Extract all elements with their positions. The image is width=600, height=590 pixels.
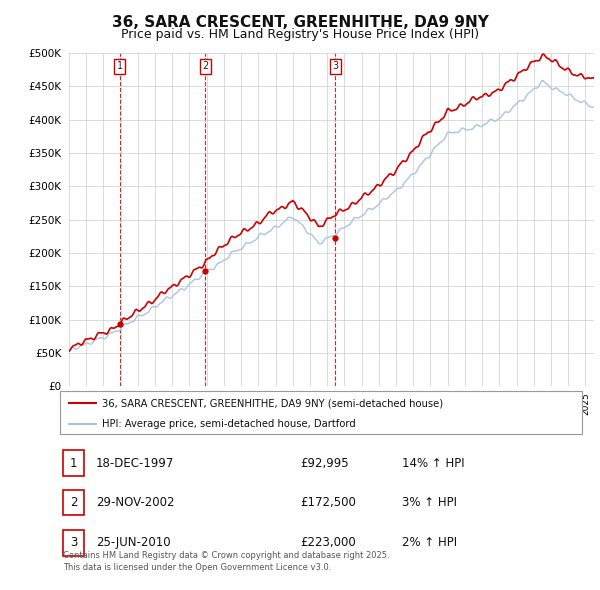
Text: 25-JUN-2010: 25-JUN-2010 xyxy=(96,536,170,549)
Text: £223,000: £223,000 xyxy=(300,536,356,549)
Text: 2: 2 xyxy=(70,496,77,509)
Text: 3% ↑ HPI: 3% ↑ HPI xyxy=(402,496,457,509)
Text: HPI: Average price, semi-detached house, Dartford: HPI: Average price, semi-detached house,… xyxy=(102,419,356,430)
Text: £92,995: £92,995 xyxy=(300,457,349,470)
Text: 36, SARA CRESCENT, GREENHITHE, DA9 9NY: 36, SARA CRESCENT, GREENHITHE, DA9 9NY xyxy=(112,15,488,30)
Text: 3: 3 xyxy=(332,61,338,71)
Text: 36, SARA CRESCENT, GREENHITHE, DA9 9NY (semi-detached house): 36, SARA CRESCENT, GREENHITHE, DA9 9NY (… xyxy=(102,398,443,408)
Text: £172,500: £172,500 xyxy=(300,496,356,509)
Text: 18-DEC-1997: 18-DEC-1997 xyxy=(96,457,175,470)
Text: Price paid vs. HM Land Registry's House Price Index (HPI): Price paid vs. HM Land Registry's House … xyxy=(121,28,479,41)
Text: 1: 1 xyxy=(70,457,77,470)
Text: 3: 3 xyxy=(70,536,77,549)
Text: 14% ↑ HPI: 14% ↑ HPI xyxy=(402,457,464,470)
Text: Contains HM Land Registry data © Crown copyright and database right 2025.
This d: Contains HM Land Registry data © Crown c… xyxy=(63,551,389,572)
Text: 2% ↑ HPI: 2% ↑ HPI xyxy=(402,536,457,549)
Text: 2: 2 xyxy=(202,61,208,71)
Text: 29-NOV-2002: 29-NOV-2002 xyxy=(96,496,175,509)
Text: 1: 1 xyxy=(117,61,123,71)
